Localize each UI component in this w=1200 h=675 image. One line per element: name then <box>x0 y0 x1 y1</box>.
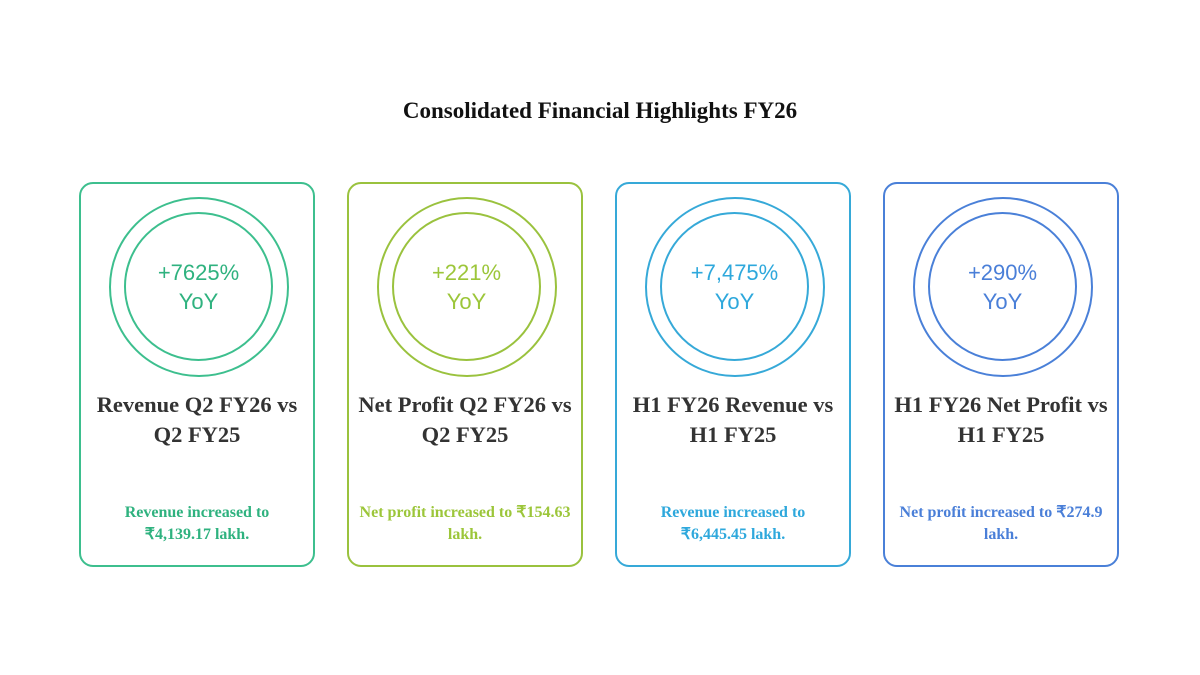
card-heading: Revenue Q2 FY26 vs Q2 FY25 <box>96 392 298 447</box>
inner-ring: +7,475% YoY <box>660 212 809 361</box>
highlight-card-h1-revenue: +7,475% YoY H1 FY26 Revenue vs H1 FY25 R… <box>615 182 851 567</box>
card-heading: H1 FY26 Revenue vs H1 FY25 <box>632 392 834 447</box>
card-description: Revenue increased to ₹4,139.17 lakh. <box>124 504 270 543</box>
outer-ring: +290% YoY <box>913 197 1093 377</box>
inner-ring: +7625% YoY <box>124 212 273 361</box>
highlight-card-h1-net-profit: +290% YoY H1 FY26 Net Profit vs H1 FY25 … <box>883 182 1119 567</box>
growth-value: +221% <box>431 259 502 285</box>
growth-unit: YoY <box>982 288 1023 314</box>
highlight-card-q2-revenue: +7625% YoY Revenue Q2 FY26 vs Q2 FY25 Re… <box>79 182 315 567</box>
outer-ring: +7,475% YoY <box>645 197 825 377</box>
card-heading: Net Profit Q2 FY26 vs Q2 FY25 <box>358 392 572 447</box>
growth-value: +290% <box>967 259 1038 285</box>
growth-unit: YoY <box>714 288 755 314</box>
growth-value: +7,475% <box>690 259 779 285</box>
highlight-card-q2-net-profit: +221% YoY Net Profit Q2 FY26 vs Q2 FY25 … <box>347 182 583 567</box>
growth-unit: YoY <box>446 288 487 314</box>
page-title: Consolidated Financial Highlights FY26 <box>402 98 798 123</box>
inner-ring: +221% YoY <box>392 212 541 361</box>
card-heading: H1 FY26 Net Profit vs H1 FY25 <box>894 392 1108 447</box>
outer-ring: +221% YoY <box>377 197 557 377</box>
outer-ring: +7625% YoY <box>109 197 289 377</box>
inner-ring: +290% YoY <box>928 212 1077 361</box>
card-description: Net profit increased to ₹154.63 lakh. <box>359 504 571 543</box>
growth-value: +7625% <box>157 259 240 285</box>
growth-unit: YoY <box>178 288 219 314</box>
card-description: Revenue increased to ₹6,445.45 lakh. <box>660 504 806 543</box>
card-description: Net profit increased to ₹274.9 lakh. <box>899 504 1103 543</box>
